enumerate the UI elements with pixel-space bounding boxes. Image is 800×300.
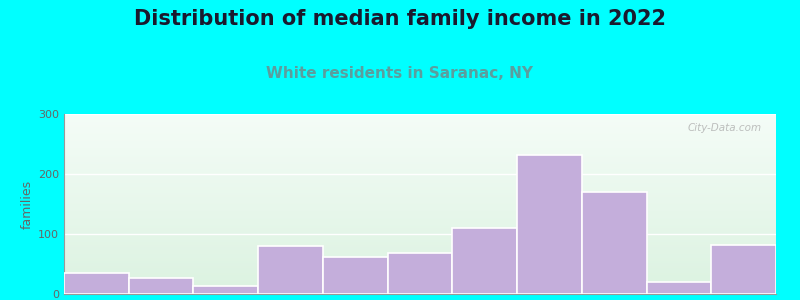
Bar — [517, 155, 582, 294]
Bar — [452, 228, 517, 294]
Bar — [194, 286, 258, 294]
Text: White residents in Saranac, NY: White residents in Saranac, NY — [266, 66, 534, 81]
Bar — [646, 282, 711, 294]
Bar — [711, 245, 776, 294]
Bar — [258, 246, 323, 294]
Bar — [582, 192, 646, 294]
Y-axis label: families: families — [21, 179, 34, 229]
Bar — [64, 273, 129, 294]
Text: City-Data.com: City-Data.com — [688, 123, 762, 133]
Bar — [388, 253, 452, 294]
Bar — [129, 278, 194, 294]
Bar — [323, 257, 388, 294]
Text: Distribution of median family income in 2022: Distribution of median family income in … — [134, 9, 666, 29]
